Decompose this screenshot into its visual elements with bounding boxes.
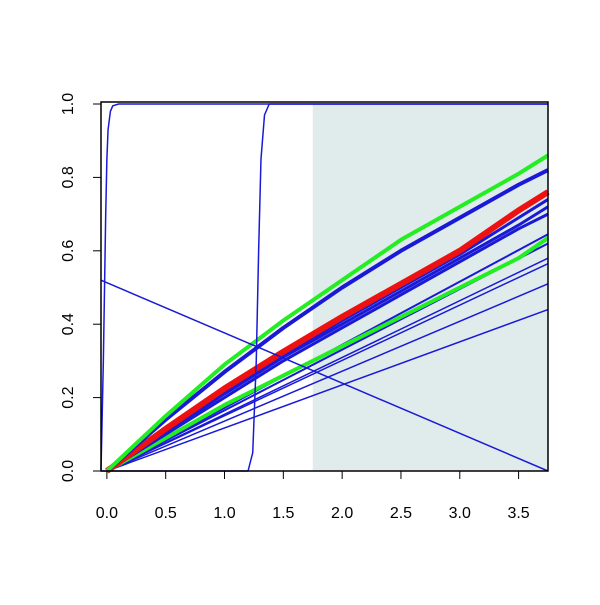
curve bbox=[106, 257, 549, 472]
curve bbox=[105, 168, 549, 473]
curve bbox=[105, 153, 550, 473]
shaded-region bbox=[312, 104, 548, 471]
curve bbox=[106, 262, 549, 472]
y-tick-label: 1.0 bbox=[60, 93, 77, 115]
plot-box bbox=[100, 101, 549, 472]
y-tick-label: 0.4 bbox=[60, 313, 77, 335]
curve bbox=[105, 189, 550, 474]
x-tick-label: 0.5 bbox=[155, 505, 177, 522]
curve bbox=[106, 308, 549, 472]
x-tick-label: 3.0 bbox=[449, 505, 471, 522]
y-tick-label: 0.0 bbox=[60, 460, 77, 482]
x-tick-label: 1.5 bbox=[272, 505, 294, 522]
curve bbox=[100, 279, 549, 472]
y-tick-label: 0.6 bbox=[60, 240, 77, 262]
x-tick-label: 1.0 bbox=[213, 505, 235, 522]
x-tick-label: 2.0 bbox=[331, 505, 353, 522]
curve bbox=[106, 205, 549, 473]
y-tick-label: 0.2 bbox=[60, 386, 77, 408]
curve bbox=[100, 103, 548, 472]
curve bbox=[106, 212, 549, 473]
x-tick-label: 2.5 bbox=[390, 505, 412, 522]
x-tick-label: 0.0 bbox=[96, 505, 118, 522]
x-tick-label: 3.5 bbox=[507, 505, 529, 522]
y-tick-label: 0.8 bbox=[60, 166, 77, 188]
curve bbox=[105, 236, 550, 473]
curve bbox=[101, 103, 548, 472]
